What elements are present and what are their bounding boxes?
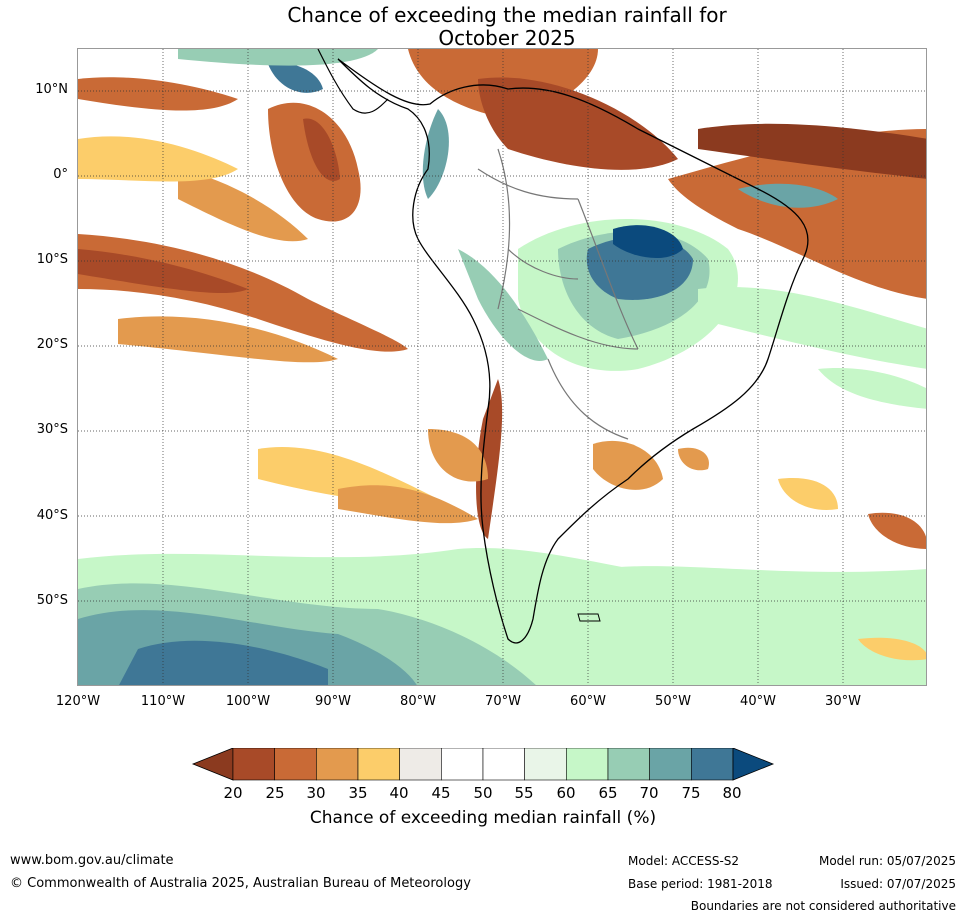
lon-label-100w: 100°W	[225, 694, 271, 709]
lon-label-80w: 80°W	[400, 694, 436, 709]
lon-label-110w: 110°W	[140, 694, 186, 709]
cbar-tick-75: 75	[681, 784, 701, 802]
pacific-blue-top	[268, 62, 323, 93]
colorbar-segment	[441, 748, 484, 781]
colorbar-segment	[607, 748, 650, 781]
cbar-tick-70: 70	[639, 784, 659, 802]
lat-label-20s: 20°S	[36, 337, 68, 352]
colorbar-segment	[274, 748, 317, 781]
atlantic-green-1	[698, 287, 926, 369]
cbar-tick-40: 40	[389, 784, 409, 802]
pacific-streak-6	[338, 485, 478, 524]
colorbar-segment	[232, 748, 275, 781]
lat-label-40s: 40°S	[36, 508, 68, 523]
footer-model: Model: ACCESS-S2	[628, 854, 740, 868]
country-borders	[477, 148, 639, 440]
lat-label-0: 0°	[53, 167, 68, 182]
lat-label-10n: 10°N	[35, 82, 68, 97]
pacific-rust-top	[78, 77, 238, 111]
atlantic-rust-1	[868, 512, 926, 549]
pacific-teal-top	[178, 49, 378, 66]
atlantic-tan-2	[778, 478, 838, 510]
lat-label-50s: 50°S	[36, 593, 68, 608]
cbar-tick-30: 30	[306, 784, 326, 802]
colorbar-segment	[566, 748, 609, 781]
cbar-tick-80: 80	[722, 784, 742, 802]
atlantic-teal	[738, 183, 838, 208]
lat-label-10s: 10°S	[36, 252, 68, 267]
title-line-2: October 2025	[438, 26, 576, 50]
falklands	[577, 613, 601, 622]
map-svg	[78, 49, 926, 685]
south-atlantic-tan	[858, 637, 926, 661]
atlantic-green-2	[818, 368, 926, 409]
pacific-streak-4	[178, 169, 308, 242]
cbar-tick-20: 20	[223, 784, 243, 802]
south-america-outline	[337, 58, 809, 644]
colorbar-segment	[482, 748, 525, 781]
footer-url: www.bom.gov.au/climate	[10, 853, 174, 868]
title-line-1: Chance of exceeding the median rainfall …	[287, 3, 727, 27]
southern-dark-blue	[119, 640, 328, 685]
atlantic-brown-dark	[698, 123, 926, 179]
colorbar-title: Chance of exceeding median rainfall (%)	[309, 808, 657, 828]
lat-label-30s: 30°S	[36, 422, 68, 437]
pacific-streak-3-dark	[303, 118, 340, 181]
footer-disclaimer: Boundaries are not considered authoritat…	[690, 899, 956, 913]
footer-base-period: Base period: 1981-2018	[628, 877, 773, 891]
andes-teal	[422, 109, 449, 199]
pacific-streak-2	[118, 316, 338, 363]
cbar-tick-50: 50	[473, 784, 493, 802]
colorbar-segment	[357, 748, 400, 781]
uruguay-tan	[593, 440, 663, 490]
colorbar-segment	[524, 748, 567, 781]
lon-label-120w: 120°W	[55, 694, 101, 709]
cbar-tick-25: 25	[265, 784, 285, 802]
rainfall-map	[77, 48, 927, 686]
amazon-deep-blue	[613, 225, 683, 259]
north-sa-brown	[478, 77, 678, 170]
lon-label-70w: 70°W	[485, 694, 521, 709]
atlantic-tan-1	[678, 447, 709, 471]
cbar-tick-35: 35	[348, 784, 368, 802]
colorbar-segment	[649, 748, 692, 781]
cbar-tick-60: 60	[556, 784, 576, 802]
footer-issued: Issued: 07/07/2025	[840, 877, 956, 891]
lon-label-50w: 50°W	[655, 694, 691, 709]
atlantic-brown-band	[668, 129, 926, 299]
chile-brown	[476, 379, 503, 539]
cbar-tick-45: 45	[431, 784, 451, 802]
chile-tan	[428, 429, 488, 482]
pacific-tan-1	[78, 136, 238, 182]
colorbar-segment	[399, 748, 442, 781]
colorbar-over-triangle	[732, 748, 775, 781]
lon-label-30w: 30°W	[825, 694, 861, 709]
lon-label-90w: 90°W	[315, 694, 351, 709]
lon-label-60w: 60°W	[570, 694, 606, 709]
colorbar-segment	[691, 748, 734, 781]
colorbar-segment	[316, 748, 359, 781]
south-atlantic-green	[598, 566, 926, 659]
footer-model-run: Model run: 05/07/2025	[818, 854, 956, 868]
cbar-tick-65: 65	[598, 784, 618, 802]
colorbar	[191, 748, 775, 781]
footer-copyright: © Commonwealth of Australia 2025, Austra…	[10, 876, 471, 891]
lon-label-40w: 40°W	[740, 694, 776, 709]
central-america	[317, 49, 389, 114]
colorbar-under-triangle	[191, 748, 234, 781]
graticule	[78, 49, 926, 685]
cbar-tick-55: 55	[514, 784, 534, 802]
map-title: Chance of exceeding the median rainfall …	[0, 4, 965, 50]
